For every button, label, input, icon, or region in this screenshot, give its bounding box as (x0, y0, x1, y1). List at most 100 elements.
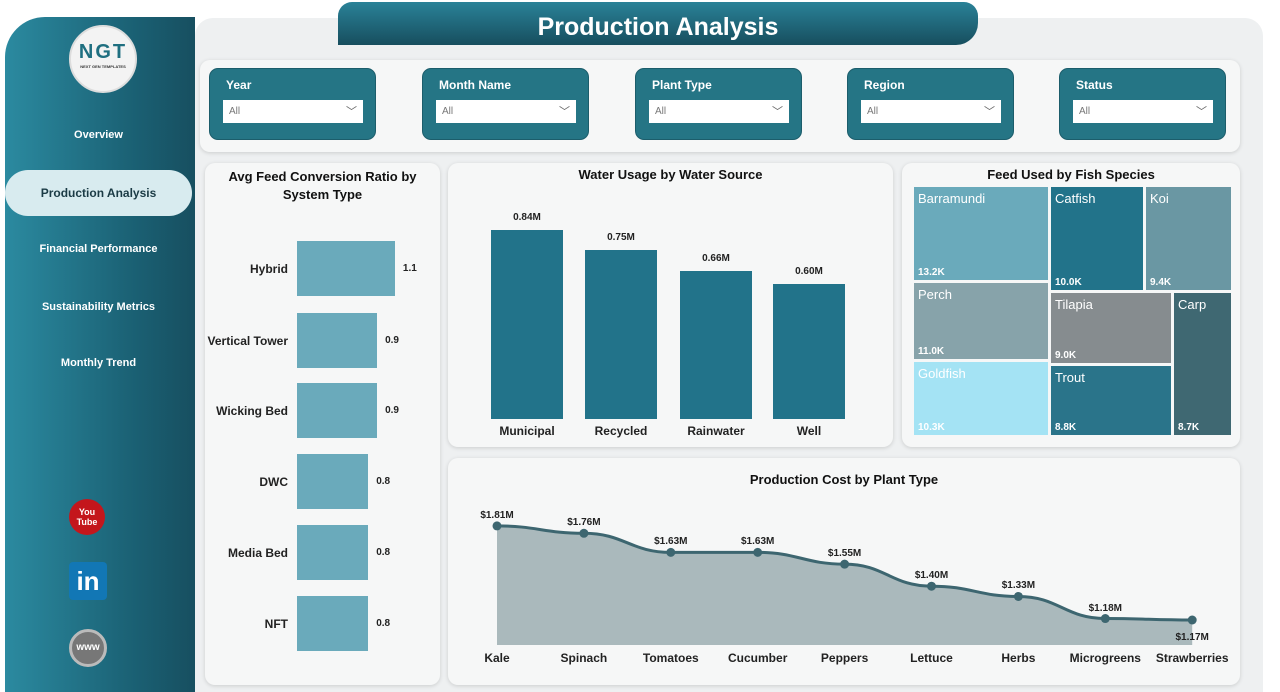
data-label: 0.60M (795, 266, 823, 277)
linkedin-icon[interactable]: in (69, 562, 107, 600)
category-label: Vertical Tower (207, 334, 288, 348)
filter-label: Year (226, 78, 252, 92)
filter-value: All (229, 106, 241, 117)
nav-financial-performance[interactable]: Financial Performance (39, 243, 158, 255)
category-label: Wicking Bed (216, 404, 288, 418)
category-label: Spinach (560, 651, 608, 665)
chevron-down-icon: ﹀ (1196, 106, 1207, 118)
category-label: Municipal (499, 424, 555, 438)
tile-name: Goldfish (918, 366, 966, 381)
treemap-tile[interactable]: Perch 11.0K (913, 282, 1049, 360)
page-title: Production Analysis (338, 2, 978, 45)
www-globe-icon[interactable]: www (69, 629, 107, 667)
filter-region: Region All ﹀ (847, 68, 1014, 140)
treemap-tile[interactable]: Catfish 10.0K (1050, 186, 1144, 291)
chevron-down-icon: ﹀ (346, 106, 357, 118)
tile-value: 10.0K (1055, 277, 1082, 288)
data-label: 0.9 (385, 405, 399, 416)
chevron-down-icon: ﹀ (559, 106, 570, 118)
tile-name: Koi (1150, 191, 1169, 206)
bar (297, 241, 395, 296)
chevron-down-icon: ﹀ (772, 106, 783, 118)
category-label: DWC (259, 475, 288, 489)
data-point[interactable] (840, 559, 850, 569)
category-label: Peppers (820, 651, 869, 665)
treemap-tile[interactable]: Barramundi 13.2K (913, 186, 1049, 281)
filter-value: All (867, 106, 879, 117)
nav-overview[interactable]: Overview (74, 129, 123, 141)
data-label: 0.9 (385, 335, 399, 346)
category-label: Microgreens (1069, 651, 1141, 665)
nav-monthly-trend[interactable]: Monthly Trend (60, 357, 137, 369)
data-label: 0.84M (513, 212, 541, 223)
filter-dropdown[interactable]: All ﹀ (436, 100, 576, 123)
filter-dropdown[interactable]: All ﹀ (649, 100, 789, 123)
category-label: Tomatoes (642, 651, 699, 665)
tile-name: Carp (1178, 297, 1207, 312)
tile-value: 10.3K (918, 422, 945, 433)
filter-value: All (655, 106, 667, 117)
youtube-icon[interactable]: You Tube (69, 499, 105, 535)
data-label: $1.63M (741, 536, 775, 548)
tile-value: 9.4K (1150, 277, 1172, 288)
data-point[interactable] (666, 547, 676, 557)
nav-production-analysis[interactable]: Production Analysis (5, 170, 192, 216)
filter-plant-type: Plant Type All ﹀ (635, 68, 802, 140)
category-label: Recycled (594, 424, 648, 438)
tile-value: 9.0K (1055, 350, 1077, 361)
treemap-tile[interactable]: Koi 9.4K (1145, 186, 1232, 291)
data-label: $1.81M (480, 509, 514, 521)
category-label: Cucumber (728, 651, 788, 665)
tile-value: 8.7K (1178, 422, 1200, 433)
filter-label: Region (864, 78, 905, 92)
nav-sustainability-metrics[interactable]: Sustainability Metrics (41, 301, 156, 313)
data-point[interactable] (492, 521, 502, 531)
treemap-tile[interactable]: Carp 8.7K (1173, 292, 1232, 436)
data-point[interactable] (579, 528, 589, 538)
category-label: Kale (484, 651, 510, 665)
filter-year: Year All ﹀ (209, 68, 376, 140)
category-label: Rainwater (687, 424, 745, 438)
filter-dropdown[interactable]: All ﹀ (223, 100, 363, 123)
data-label: $1.63M (654, 536, 688, 548)
data-label: 1.1 (402, 263, 417, 274)
data-point[interactable] (1013, 591, 1023, 601)
treemap-tile[interactable]: Trout 8.8K (1050, 365, 1172, 436)
filter-dropdown[interactable]: All ﹀ (861, 100, 1001, 123)
tile-value: 11.0K (918, 346, 945, 357)
sidebar: NGT NEXT GEN TEMPLATES Overview Productio… (5, 17, 195, 692)
data-label: $1.55M (827, 548, 862, 560)
filter-label: Plant Type (652, 78, 712, 92)
data-label: 0.8 (376, 547, 391, 558)
chart-title: Production Cost by Plant Type (749, 472, 939, 487)
logo-subtext: NEXT GEN TEMPLATES (80, 64, 126, 69)
tile-value: 13.2K (918, 267, 945, 278)
tile-value: 8.8K (1055, 422, 1077, 433)
data-point[interactable] (1100, 614, 1110, 624)
category-label: NFT (264, 617, 288, 631)
data-label: 0.66M (702, 252, 730, 264)
logo-text: NGT (78, 41, 128, 63)
data-point[interactable] (927, 581, 936, 591)
category-label: Herbs (1001, 651, 1036, 665)
filter-label: Month Name (439, 78, 511, 92)
tile-name: Barramundi (918, 191, 986, 206)
bar (773, 284, 845, 419)
data-label: $1.33M (1001, 580, 1036, 592)
data-point[interactable] (1187, 615, 1197, 625)
tile-name: Trout (1055, 370, 1085, 385)
filter-label: Status (1076, 78, 1113, 92)
bar (297, 596, 369, 651)
tile-name: Tilapia (1055, 297, 1093, 312)
data-point[interactable] (753, 547, 763, 557)
category-label: Hybrid (249, 262, 288, 276)
chart-title: Avg Feed Conversion Ratio by System Type (228, 169, 417, 202)
treemap-tile[interactable]: Goldfish 10.3K (913, 361, 1049, 436)
data-label: 0.8 (376, 618, 391, 629)
category-label: Strawberries (1155, 651, 1229, 665)
data-label: 0.75M (607, 232, 635, 244)
treemap-tile[interactable]: Tilapia 9.0K (1050, 292, 1172, 364)
tile-name: Perch (918, 287, 952, 302)
category-label: Media Bed (227, 546, 288, 560)
filter-dropdown[interactable]: All ﹀ (1073, 100, 1213, 123)
